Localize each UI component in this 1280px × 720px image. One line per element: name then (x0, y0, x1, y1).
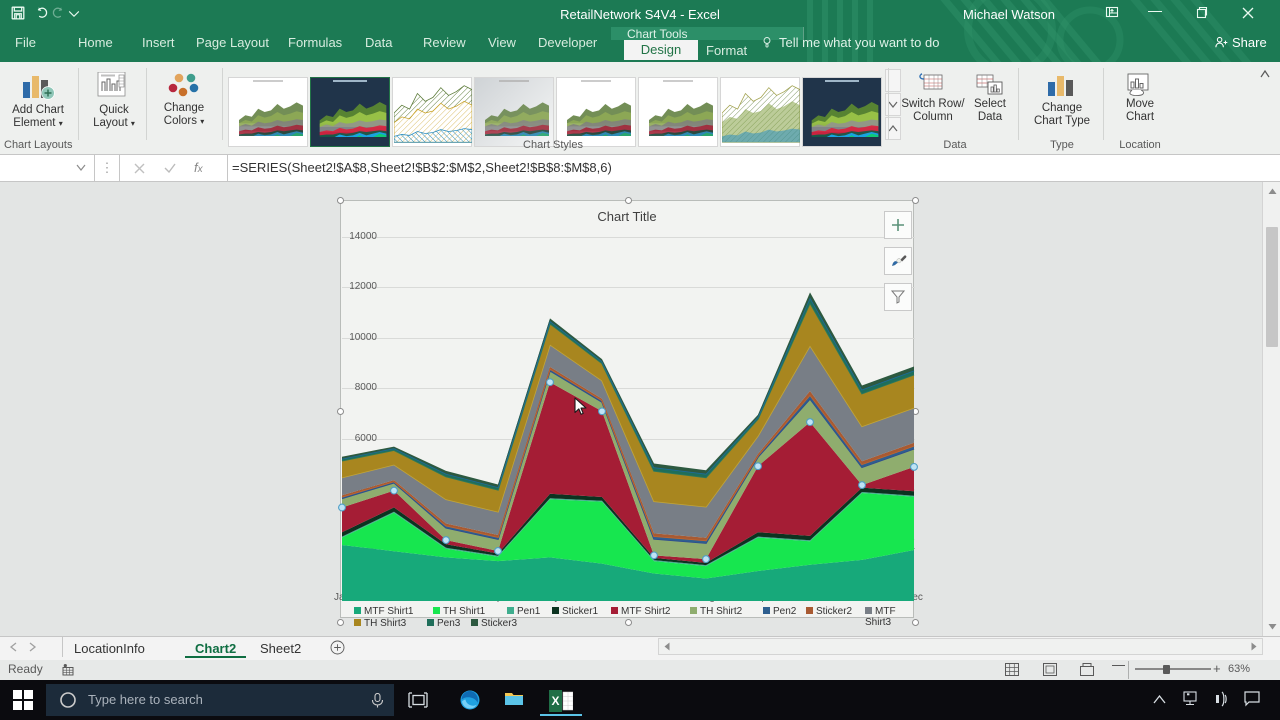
svg-text:X: X (551, 694, 559, 708)
